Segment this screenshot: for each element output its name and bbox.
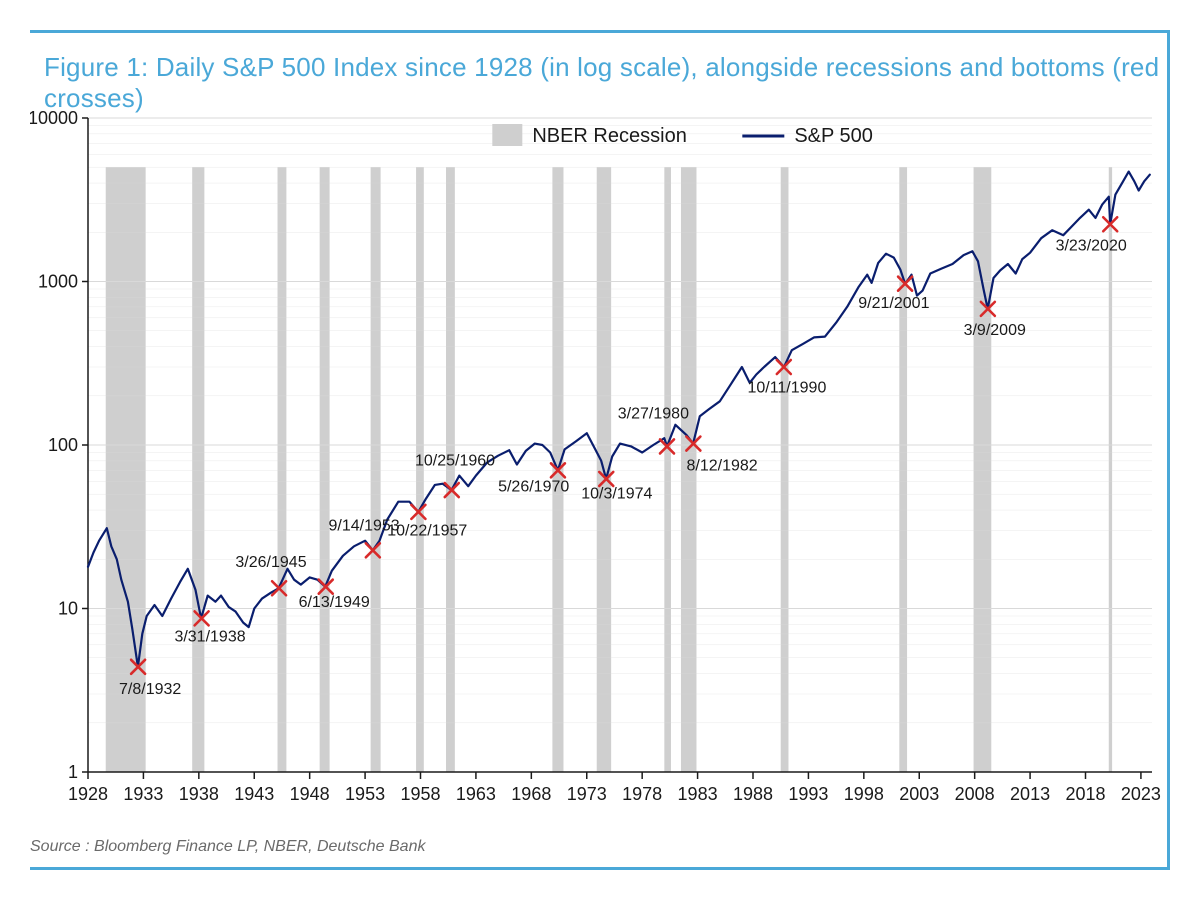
bottom-label: 3/27/1980: [618, 406, 689, 423]
x-tick-label: 1983: [678, 784, 718, 804]
legend-line-label: S&P 500: [794, 125, 873, 147]
x-tick-label: 1938: [179, 784, 219, 804]
recession-band: [320, 167, 330, 772]
x-tick-label: 1963: [456, 784, 496, 804]
recession-band: [781, 167, 789, 772]
bottom-label: 3/31/1938: [174, 628, 245, 645]
recession-band: [371, 167, 381, 772]
recession-band: [899, 167, 907, 772]
legend-recession-label: NBER Recession: [532, 125, 687, 147]
bottom-label: 10/11/1990: [747, 379, 826, 396]
x-tick-label: 1943: [234, 784, 274, 804]
recession-band: [1109, 167, 1112, 772]
recession-band: [416, 167, 424, 772]
x-tick-label: 1953: [345, 784, 385, 804]
x-tick-label: 1973: [567, 784, 607, 804]
bottom-label: 8/12/1982: [687, 457, 758, 474]
y-tick-label: 1000: [38, 272, 78, 292]
recession-band: [278, 167, 287, 772]
x-tick-label: 2018: [1065, 784, 1105, 804]
bottom-label: 9/21/2001: [858, 295, 929, 312]
x-tick-label: 1988: [733, 784, 773, 804]
bottom-label: 10/25/1960: [415, 452, 495, 469]
bottom-label: 7/8/1932: [119, 681, 181, 698]
source-caption: Source : Bloomberg Finance LP, NBER, Deu…: [30, 838, 425, 856]
recession-band: [664, 167, 671, 772]
bottom-label: 6/13/1949: [299, 594, 370, 611]
figure-title: Figure 1: Daily S&P 500 Index since 1928…: [44, 52, 1200, 114]
x-tick-label: 1948: [290, 784, 330, 804]
x-tick-label: 2008: [955, 784, 995, 804]
x-tick-label: 2003: [899, 784, 939, 804]
recession-band: [446, 167, 455, 772]
x-tick-label: 1993: [788, 784, 828, 804]
x-tick-label: 1928: [68, 784, 108, 804]
x-tick-label: 1978: [622, 784, 662, 804]
bottom-label: 3/23/2020: [1056, 237, 1127, 254]
bottom-label: 3/9/2009: [964, 322, 1026, 339]
x-tick-label: 1968: [511, 784, 551, 804]
bottom-label: 10/22/1957: [387, 522, 467, 539]
x-tick-label: 1933: [123, 784, 163, 804]
bottom-label: 5/26/1970: [498, 478, 569, 495]
legend-recession-swatch: [492, 124, 522, 146]
x-tick-label: 2023: [1121, 784, 1161, 804]
y-tick-label: 10000: [30, 110, 78, 128]
bottom-label: 3/26/1945: [235, 554, 306, 571]
recession-band: [192, 167, 204, 772]
x-tick-label: 1998: [844, 784, 884, 804]
x-tick-label: 1958: [400, 784, 440, 804]
bottom-label: 10/3/1974: [581, 486, 652, 503]
x-tick-label: 2013: [1010, 784, 1050, 804]
y-tick-label: 10: [58, 599, 78, 619]
sp500-chart: 1 10 100 1000 10000 1928 1933 1938 1943 1948 1953 1…: [30, 110, 1170, 820]
y-tick-label: 1: [68, 762, 78, 782]
y-tick-label: 100: [48, 435, 78, 455]
